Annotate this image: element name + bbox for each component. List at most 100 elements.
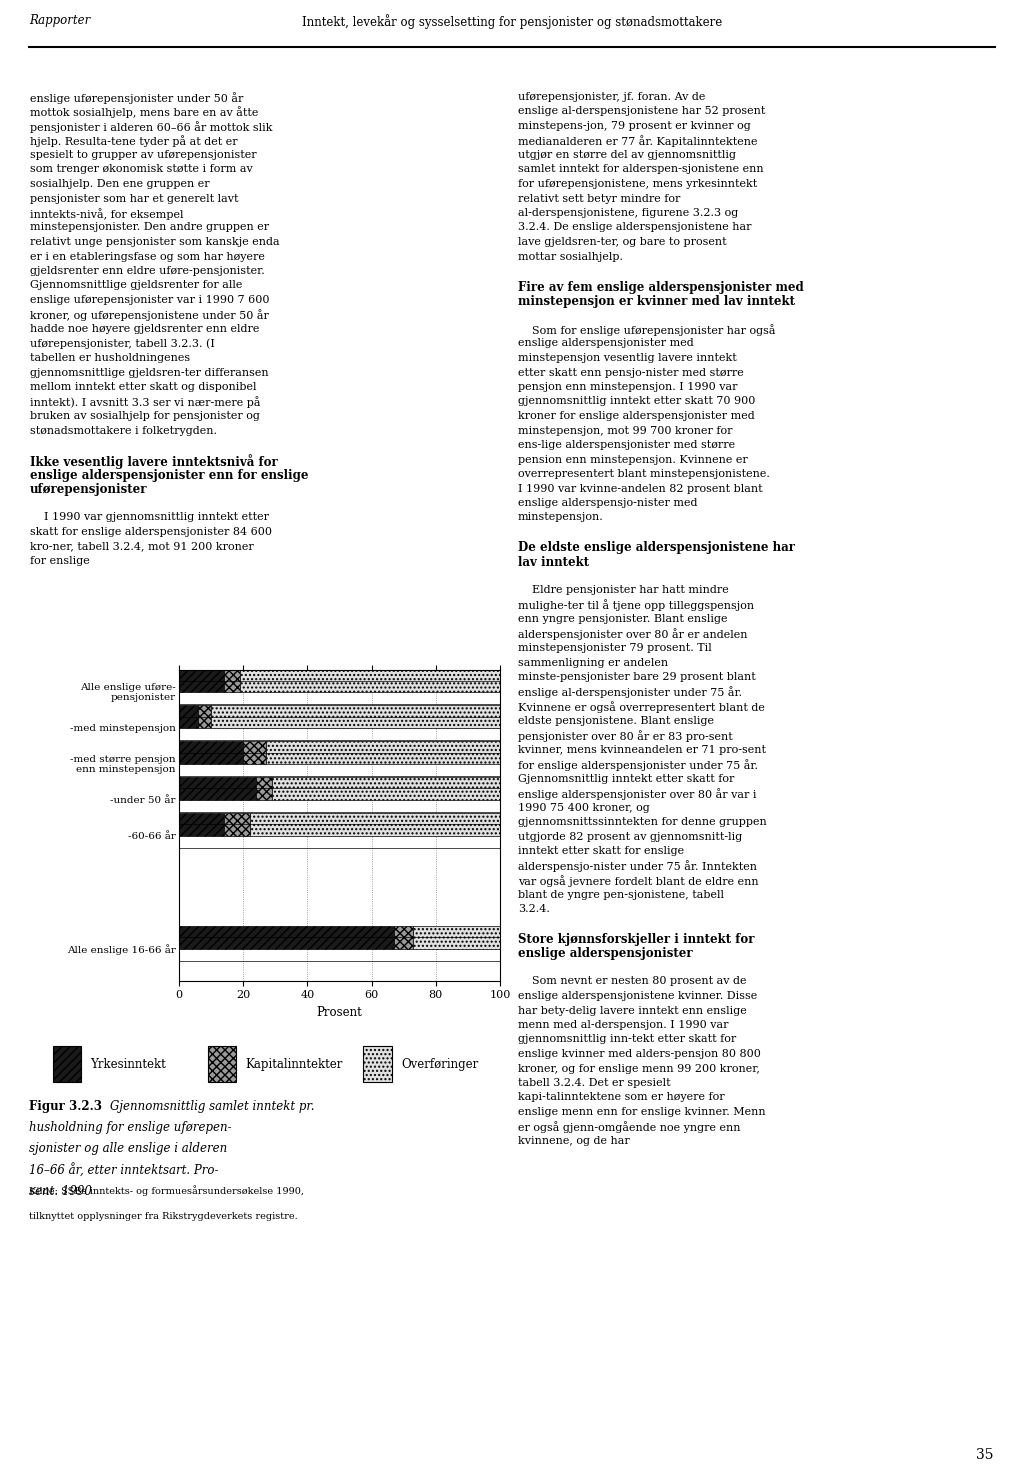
Text: 3.2.4. De enslige alderspensjonistene har: 3.2.4. De enslige alderspensjonistene ha… [518, 222, 752, 233]
Text: inntekts-nivå, for eksempel: inntekts-nivå, for eksempel [30, 208, 183, 219]
Bar [244, 741, 265, 764]
Text: utgjorde 82 prosent av gjennomsnitt-lig: utgjorde 82 prosent av gjennomsnitt-lig [518, 831, 742, 841]
Text: samlet inntekt for alderspen-sjonistene enn: samlet inntekt for alderspen-sjonistene … [518, 165, 764, 174]
Text: enslige menn enn for enslige kvinner. Menn: enslige menn enn for enslige kvinner. Me… [518, 1108, 766, 1117]
Text: mulighe-ter til å tjene opp tilleggspensjon: mulighe-ter til å tjene opp tilleggspens… [518, 600, 754, 611]
Bar [224, 813, 250, 837]
Text: Store kjønnsforskjeller i inntekt for: Store kjønnsforskjeller i inntekt for [518, 932, 755, 946]
Text: Figur 3.2.3: Figur 3.2.3 [29, 1100, 102, 1114]
Text: 3.2.4.: 3.2.4. [518, 904, 550, 915]
Text: Alle enslige uføre-
pensjonister: Alle enslige uføre- pensjonister [80, 683, 176, 703]
Bar [179, 706, 199, 728]
Text: lav inntekt: lav inntekt [518, 555, 589, 569]
Text: inntekt etter skatt for enslige: inntekt etter skatt for enslige [518, 846, 684, 856]
Text: Alle enslige 16-66 år: Alle enslige 16-66 år [68, 944, 176, 955]
Text: etter skatt enn pensjo-nister med større: etter skatt enn pensjo-nister med større [518, 367, 743, 377]
Text: minstepens-jon, 79 prosent er kvinner og: minstepens-jon, 79 prosent er kvinner og [518, 121, 751, 131]
Text: gjennomsnittlige gjeldsren-ter differansen: gjennomsnittlige gjeldsren-ter differans… [30, 367, 268, 377]
Text: al-derspensjonistene, figurene 3.2.3 og: al-derspensjonistene, figurene 3.2.3 og [518, 208, 738, 218]
Bar [256, 776, 272, 800]
Text: er i en etableringsfase og som har høyere: er i en etableringsfase og som har høyer… [30, 252, 265, 262]
Text: Gjennomsnittlig inntekt etter skatt for: Gjennomsnittlig inntekt etter skatt for [518, 773, 734, 784]
FancyBboxPatch shape [208, 1046, 237, 1081]
Bar [224, 669, 240, 692]
Text: var også jevnere fordelt blant de eldre enn: var også jevnere fordelt blant de eldre … [518, 875, 759, 887]
Text: tabell 3.2.4. Det er spesielt: tabell 3.2.4. Det er spesielt [518, 1078, 671, 1089]
Text: -60-66 år: -60-66 år [128, 832, 176, 841]
Text: gjeldsrenter enn eldre uføre-pensjonister.: gjeldsrenter enn eldre uføre-pensjoniste… [30, 267, 265, 275]
Bar [394, 927, 414, 949]
Text: mottok sosialhjelp, mens bare en av åtte: mottok sosialhjelp, mens bare en av åtte [30, 106, 258, 118]
Text: sent. 1990: sent. 1990 [29, 1184, 92, 1198]
Text: minstepensjon vesentlig lavere inntekt: minstepensjon vesentlig lavere inntekt [518, 354, 736, 362]
Text: ens-lige alderspensjonister med større: ens-lige alderspensjonister med større [518, 440, 735, 449]
Text: relativt unge pensjonister som kanskje enda: relativt unge pensjonister som kanskje e… [30, 237, 280, 247]
Text: minstepensjonister. Den andre gruppen er: minstepensjonister. Den andre gruppen er [30, 222, 269, 233]
Text: inntekt). I avsnitt 3.3 ser vi nær-mere på: inntekt). I avsnitt 3.3 ser vi nær-mere … [30, 396, 260, 408]
Text: som trenger økonomisk støtte i form av: som trenger økonomisk støtte i form av [30, 165, 253, 174]
Text: enslige kvinner med alders-pensjon 80 800: enslige kvinner med alders-pensjon 80 80… [518, 1049, 761, 1059]
Text: uførepensjonister, jf. foran. Av de: uførepensjonister, jf. foran. Av de [518, 91, 706, 102]
Text: hjelp. Resulta-tene tyder på at det er: hjelp. Resulta-tene tyder på at det er [30, 136, 238, 147]
Text: er også gjenn-omgående noe yngre enn: er også gjenn-omgående noe yngre enn [518, 1121, 740, 1133]
Text: mellom inntekt etter skatt og disponibel: mellom inntekt etter skatt og disponibel [30, 382, 256, 392]
Text: enslige uførepensjonister var i 1990 7 600: enslige uførepensjonister var i 1990 7 6… [30, 295, 269, 305]
Text: minste-pensjonister bare 29 prosent blant: minste-pensjonister bare 29 prosent blan… [518, 672, 756, 682]
Text: pensjonister over 80 år er 83 pro-sent: pensjonister over 80 år er 83 pro-sent [518, 731, 733, 742]
Bar [250, 813, 500, 837]
Text: -under 50 år: -under 50 år [111, 795, 176, 804]
Text: gjennomsnittlig inntekt etter skatt 70 900: gjennomsnittlig inntekt etter skatt 70 9… [518, 396, 756, 407]
Text: Inntekt, levekår og sysselsetting for pensjonister og stønadsmottakere: Inntekt, levekår og sysselsetting for pe… [302, 15, 722, 29]
Text: enslige al-derspensjonister under 75 år.: enslige al-derspensjonister under 75 år. [518, 686, 742, 698]
Text: enslige al-derspensjonistene har 52 prosent: enslige al-derspensjonistene har 52 pros… [518, 106, 765, 116]
Text: tabellen er husholdningenes: tabellen er husholdningenes [30, 354, 190, 362]
Text: sjonister og alle enslige i alderen: sjonister og alle enslige i alderen [29, 1143, 227, 1155]
Text: pensjonister i alderen 60–66 år mottok slik: pensjonister i alderen 60–66 år mottok s… [30, 121, 272, 133]
Text: 16–66 år, etter inntektsart. Pro-: 16–66 år, etter inntektsart. Pro- [29, 1164, 218, 1178]
Text: Eldre pensjonister har hatt mindre: Eldre pensjonister har hatt mindre [518, 585, 729, 595]
Text: I 1990 var gjennomsnittlig inntekt etter: I 1990 var gjennomsnittlig inntekt etter [30, 513, 269, 523]
Text: blant de yngre pen-sjonistene, tabell: blant de yngre pen-sjonistene, tabell [518, 890, 724, 900]
Bar [179, 927, 394, 949]
Bar [179, 741, 244, 764]
Text: kvinner, mens kvinneandelen er 71 pro-sent: kvinner, mens kvinneandelen er 71 pro-se… [518, 744, 766, 754]
Text: kroner, og for enslige menn 99 200 kroner,: kroner, og for enslige menn 99 200 krone… [518, 1064, 760, 1074]
Bar [272, 776, 500, 800]
Text: 1990 75 400 kroner, og: 1990 75 400 kroner, og [518, 803, 650, 813]
Text: Som nevnt er nesten 80 prosent av de: Som nevnt er nesten 80 prosent av de [518, 977, 746, 987]
Text: har bety-delig lavere inntekt enn enslige: har bety-delig lavere inntekt enn enslig… [518, 1006, 746, 1015]
Text: uførepensjonister: uførepensjonister [30, 483, 147, 496]
Text: De eldste enslige alderspensjonistene har: De eldste enslige alderspensjonistene ha… [518, 542, 795, 554]
Text: sammenligning er andelen: sammenligning er andelen [518, 657, 668, 667]
Text: for uførepensjonistene, mens yrkesinntekt: for uførepensjonistene, mens yrkesinntek… [518, 180, 758, 189]
Text: enslige alderspensjо-nister med: enslige alderspensjо-nister med [518, 498, 697, 508]
Text: kroner for enslige alderspensjonister med: kroner for enslige alderspensjonister me… [518, 411, 755, 421]
Text: utgjør en større del av gjennomsnittlig: utgjør en større del av gjennomsnittlig [518, 150, 736, 161]
Text: kapi-talinntektene som er høyere for: kapi-talinntektene som er høyere for [518, 1093, 725, 1102]
Text: 35: 35 [976, 1448, 993, 1461]
Text: enslige alderspensjonistene kvinner. Disse: enslige alderspensjonistene kvinner. Dis… [518, 991, 758, 1002]
Text: husholdning for enslige uførepen-: husholdning for enslige uførepen- [29, 1121, 231, 1134]
Text: -med minstepensjon: -med minstepensjon [70, 723, 176, 734]
Text: uførepensjonister, tabell 3.2.3. (I: uførepensjonister, tabell 3.2.3. (I [30, 339, 215, 349]
X-axis label: Prosent: Prosent [316, 1006, 362, 1019]
Text: gjennomsnittlig inn-tekt etter skatt for: gjennomsnittlig inn-tekt etter skatt for [518, 1034, 736, 1044]
Text: Overføringer: Overføringer [401, 1058, 478, 1071]
Text: Ikke vesentlig lavere inntektsnivå for: Ikke vesentlig lavere inntektsnivå for [30, 455, 278, 470]
Text: menn med al-derspensjon. I 1990 var: menn med al-derspensjon. I 1990 var [518, 1019, 728, 1030]
Text: pension enn minstepensjon. Kvinnene er: pension enn minstepensjon. Kvinnene er [518, 455, 748, 464]
Text: mottar sosialhjelp.: mottar sosialhjelp. [518, 252, 623, 262]
Text: sosialhjelp. Den ene gruppen er: sosialhjelp. Den ene gruppen er [30, 180, 210, 189]
Text: alderspensjonister over 80 år er andelen: alderspensjonister over 80 år er andelen [518, 629, 748, 641]
Text: Gjennomsnittlige gjeldsrenter for alle: Gjennomsnittlige gjeldsrenter for alle [30, 280, 243, 290]
Bar [179, 776, 256, 800]
Text: Gjennomsnittlig samlet inntekt pr.: Gjennomsnittlig samlet inntekt pr. [110, 1100, 314, 1114]
Text: Kilde: SSBs inntekts- og formuesårsundersøkelse 1990,: Kilde: SSBs inntekts- og formuesårsunder… [29, 1184, 304, 1196]
Text: enslige alderspensjonister: enslige alderspensjonister [518, 947, 692, 960]
Text: alderspensjо-nister under 75 år. Inntekten: alderspensjо-nister under 75 år. Inntekt… [518, 860, 757, 872]
Text: Rapporter: Rapporter [29, 15, 90, 28]
Text: for enslige: for enslige [30, 555, 90, 566]
Text: pensjon enn minstepensjon. I 1990 var: pensjon enn minstepensjon. I 1990 var [518, 382, 737, 392]
Text: hadde noe høyere gjeldsrenter enn eldre: hadde noe høyere gjeldsrenter enn eldre [30, 324, 259, 334]
Text: kro-ner, tabell 3.2.4, mot 91 200 kroner: kro-ner, tabell 3.2.4, mot 91 200 kroner [30, 542, 254, 551]
